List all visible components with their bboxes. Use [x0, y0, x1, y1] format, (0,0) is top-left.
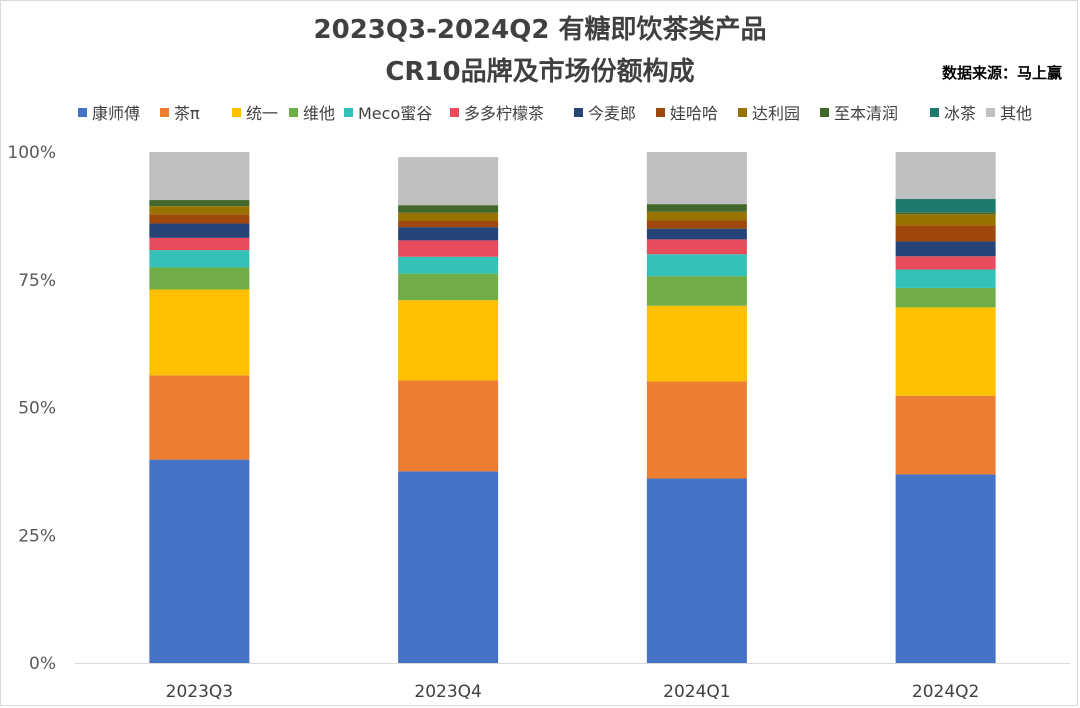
legend-swatch — [820, 107, 829, 117]
bar-segment — [398, 240, 499, 257]
x-tick-label: 2024Q2 — [912, 682, 979, 702]
bar-segment — [646, 220, 747, 229]
legend-swatch — [450, 107, 459, 117]
bar-segment — [646, 204, 747, 212]
legend-swatch — [289, 107, 298, 117]
y-tick-label: 50% — [18, 399, 56, 419]
bar-segment — [149, 237, 250, 251]
bar-segment — [646, 305, 747, 382]
legend-swatch — [160, 107, 169, 117]
x-tick-label: 2023Q3 — [166, 682, 233, 702]
legend-item: 统一 — [232, 100, 278, 124]
bar-segment — [895, 241, 996, 257]
legend-swatch — [656, 107, 665, 117]
legend-item: 多多柠檬茶 — [450, 100, 544, 124]
bar-segment — [895, 212, 996, 215]
legend-swatch — [738, 107, 747, 117]
bar-segment — [895, 256, 996, 270]
bar-segment — [646, 211, 747, 221]
bar-segment — [149, 250, 250, 268]
bar-segment — [895, 395, 996, 475]
legend-label: 康师傅 — [92, 104, 141, 123]
legend-swatch — [930, 107, 939, 117]
bar-segment — [895, 307, 996, 396]
legend-label: 冰茶 — [944, 104, 977, 123]
legend-label: 今麦郎 — [588, 104, 637, 123]
legend-swatch — [344, 107, 353, 117]
bar-segment — [398, 227, 499, 241]
legend-label: 维他 — [303, 104, 336, 123]
bar-segment — [646, 239, 747, 255]
legend-item: 今麦郎 — [574, 100, 636, 124]
y-tick-label: 100% — [7, 143, 56, 163]
bar-segment — [149, 267, 250, 290]
bar-segment — [398, 380, 499, 472]
legend-item: 冰茶 — [930, 100, 976, 124]
legend-swatch — [232, 107, 241, 117]
bar-segment — [398, 471, 499, 663]
bar-segment — [149, 375, 250, 460]
legend-label: 茶π — [174, 104, 200, 123]
legend-item: 茶π — [160, 100, 200, 124]
bar-segment — [398, 300, 499, 381]
legend-item: 达利园 — [738, 100, 800, 124]
legend-swatch — [78, 107, 87, 117]
legend-label: Meco蜜谷 — [358, 104, 433, 123]
y-tick-label: 0% — [29, 654, 56, 674]
legend-item: 其他 — [986, 100, 1032, 124]
legend-swatch — [574, 107, 583, 117]
y-tick-label: 25% — [18, 526, 56, 546]
bar-segment — [646, 152, 747, 205]
bar-segment — [895, 474, 996, 663]
bar-segment — [398, 157, 499, 206]
bar-segment — [895, 199, 996, 213]
bar-segment — [398, 256, 499, 274]
bar-segment — [149, 152, 250, 201]
y-tick-label: 75% — [18, 271, 56, 291]
x-tick-label: 2023Q4 — [414, 682, 481, 702]
legend-label: 多多柠檬茶 — [464, 104, 545, 123]
legend-item: 娃哈哈 — [656, 100, 718, 124]
bar-segment — [895, 225, 996, 242]
legend-swatch — [986, 107, 995, 117]
bar-segment — [149, 200, 250, 207]
bar-segment — [646, 254, 747, 277]
bar-segment — [398, 220, 499, 228]
bar-segment — [149, 459, 250, 663]
bar-segment — [398, 212, 499, 221]
chart-title-line-1: 2023Q3-2024Q2 有糖即饮茶类产品 — [313, 15, 767, 45]
x-tick-label: 2024Q1 — [663, 682, 730, 702]
legend-label: 统一 — [246, 104, 279, 123]
legend-item: 至本清润 — [820, 100, 898, 124]
bar-segment — [149, 214, 250, 224]
legend-item: 康师傅 — [78, 100, 140, 124]
legend-item: 维他 — [289, 100, 335, 124]
legend-label: 娃哈哈 — [670, 104, 719, 123]
bar-segment — [149, 206, 250, 215]
legend-label: 其他 — [1000, 104, 1033, 123]
bar-segment — [895, 269, 996, 288]
chart-title-line-2: CR10品牌及市场份额构成 — [385, 57, 695, 87]
bar-segment — [398, 273, 499, 301]
legend-item: Meco蜜谷 — [344, 100, 432, 124]
bar-segment — [895, 214, 996, 226]
legend-label: 至本清润 — [834, 104, 899, 123]
legend-label: 达利园 — [752, 104, 801, 123]
bar-segment — [646, 381, 747, 479]
bar-segment — [895, 287, 996, 308]
source-note: 数据来源：马上赢 — [941, 64, 1062, 82]
bar-segment — [646, 276, 747, 306]
bar-segment — [149, 289, 250, 376]
bar-segment — [895, 152, 996, 200]
bar-segment — [398, 205, 499, 213]
bar-segment — [646, 228, 747, 240]
bar-segment — [646, 478, 747, 663]
bar-segment — [149, 223, 250, 238]
legend: 康师傅 茶π 统一 维他 Meco蜜谷 多多柠檬茶 今麦郎 娃哈哈 达利园 至本清润 冰茶 其他 — [78, 100, 1078, 124]
